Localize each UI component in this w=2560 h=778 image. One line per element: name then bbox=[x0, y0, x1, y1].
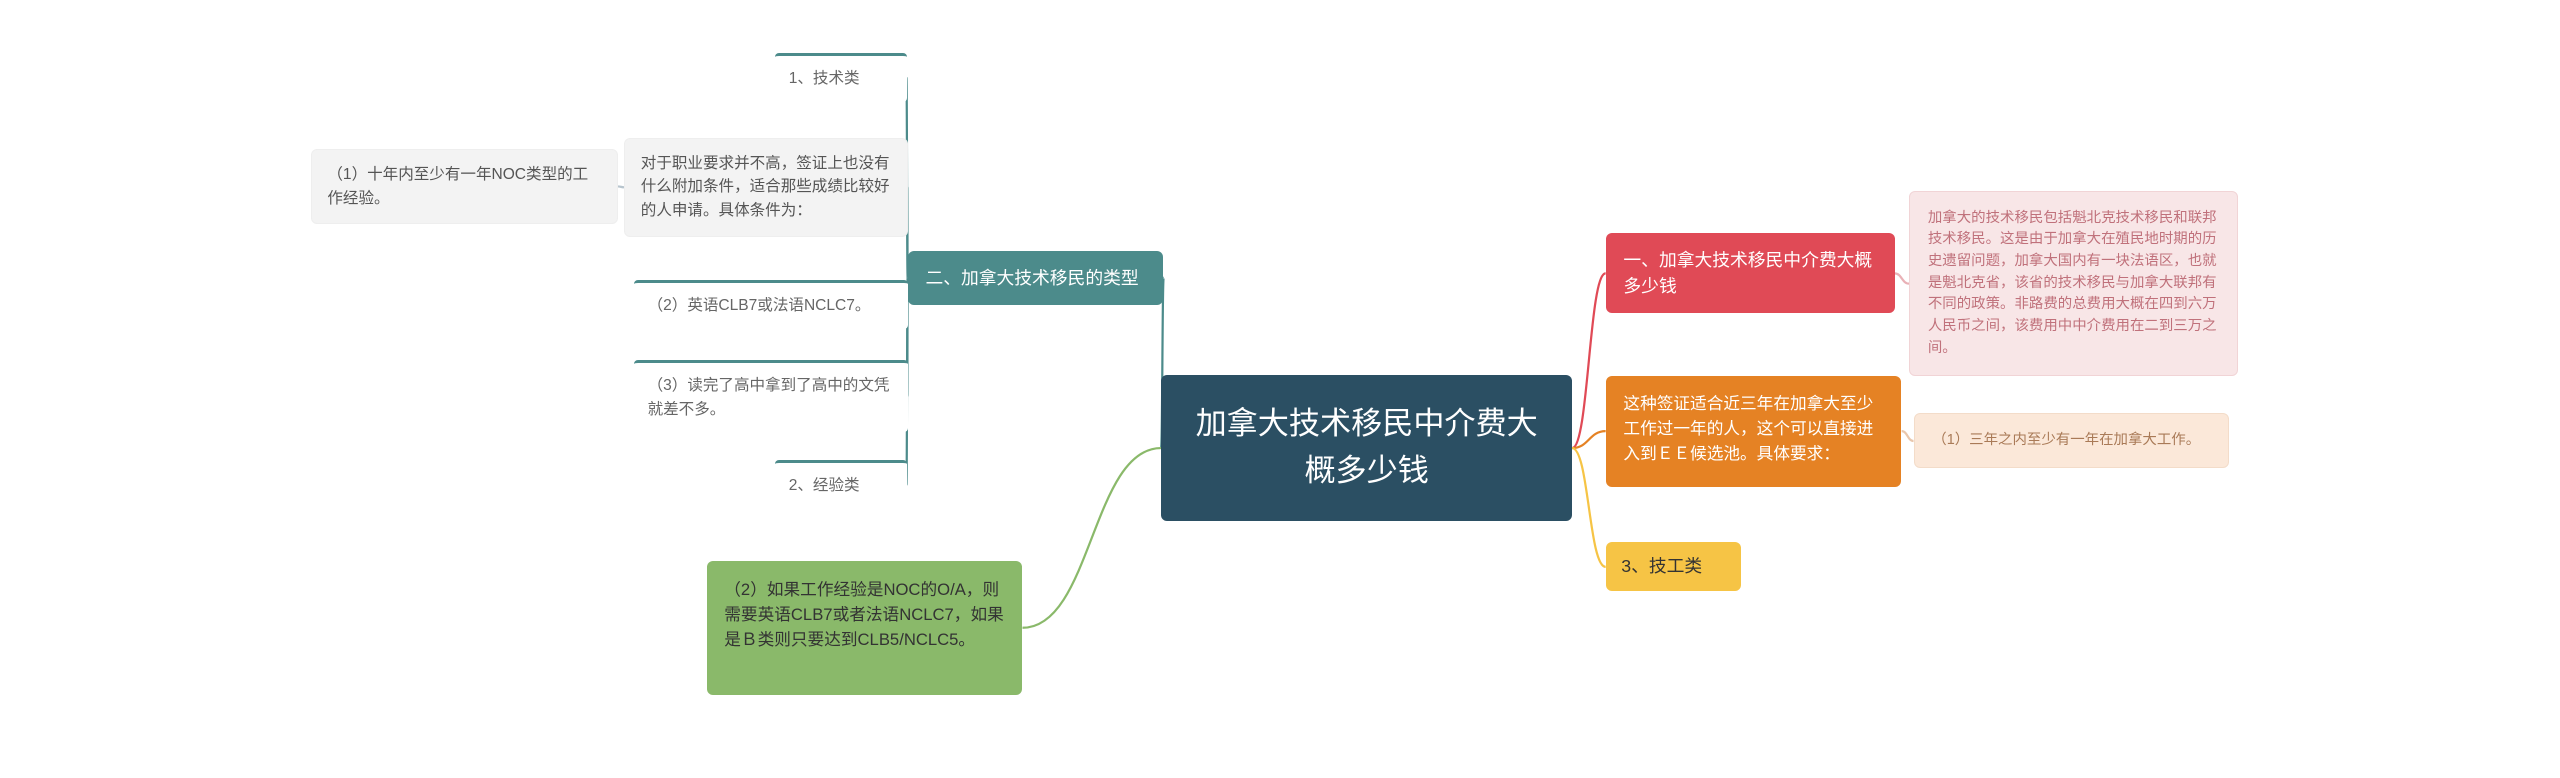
node-sec1d: 加拿大的技术移民包括魁北克技术移民和联邦技术移民。这是由于加拿大在殖民地时期的历… bbox=[1909, 191, 2238, 376]
node-exp: 2、经验类 bbox=[775, 460, 906, 509]
edge-sec1-sec1d bbox=[1895, 273, 1909, 283]
node-root: 加拿大技术移民中介费大概多少钱 bbox=[1161, 375, 1572, 522]
node-orange: 这种签证适合近三年在加拿大至少工作过一年的人，这个可以直接进入到ＥＥ候选池。具体… bbox=[1606, 376, 1902, 487]
node-green: （2）如果工作经验是NOC的O/A，则需要英语CLB7或者法语NCLC7，如果是… bbox=[707, 561, 1023, 694]
node-orangeSub: （1）三年之内至少有一年在加拿大工作。 bbox=[1914, 413, 2230, 468]
edge-orange-orangeSub bbox=[1902, 431, 1914, 441]
node-sec1: 一、加拿大技术移民中介费大概多少钱 bbox=[1606, 233, 1895, 313]
node-techDesc: 对于职业要求并不高，签证上也没有什么附加条件，适合那些成绩比较好的人申请。具体条… bbox=[624, 138, 907, 237]
node-techC2: （2）英语CLB7或法语NCLC7。 bbox=[634, 280, 907, 329]
node-sec2: 二、加拿大技术移民的类型 bbox=[908, 251, 1164, 304]
node-techC1: （1）十年内至少有一年NOC类型的工作经验。 bbox=[311, 149, 618, 224]
edge-root-sec1 bbox=[1572, 273, 1606, 448]
edge-root-green bbox=[1023, 448, 1162, 628]
node-tech: 1、技术类 bbox=[775, 53, 906, 102]
edge-root-orange bbox=[1572, 431, 1606, 448]
node-sec3: 3、技工类 bbox=[1606, 542, 1742, 591]
edge-root-sec3 bbox=[1572, 448, 1606, 567]
node-techC3: （3）读完了高中拿到了高中的文凭就差不多。 bbox=[634, 360, 907, 432]
